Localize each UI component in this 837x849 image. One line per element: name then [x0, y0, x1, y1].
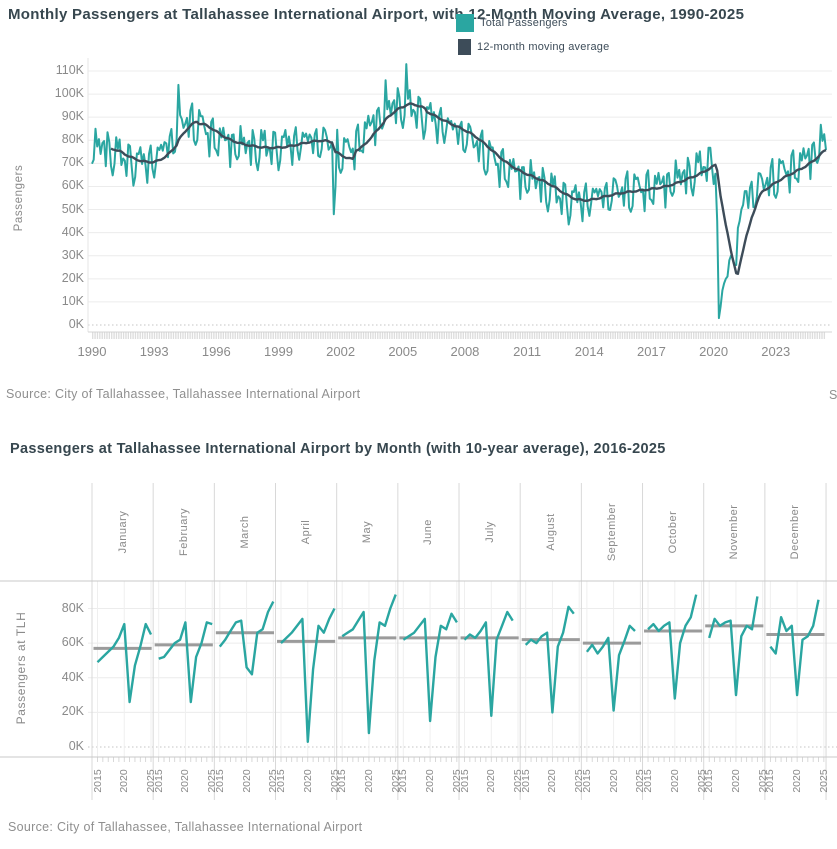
top-x-tick-label: 2002 [326, 344, 356, 359]
bottom-x-tick-label: 2015 [152, 769, 165, 793]
top-x-tick-label: 2023 [761, 344, 791, 359]
bottom-x-tick-label: 2020 [607, 769, 620, 793]
month-series-line [341, 594, 397, 735]
top-x-tick-label: 2005 [388, 344, 418, 359]
bottom-x-tick-label: 2020 [485, 769, 498, 793]
month-label: February [177, 507, 190, 557]
month-series-line [585, 624, 636, 712]
top-y-tick-label: 10K [61, 293, 84, 308]
month-label: August [544, 513, 557, 551]
bottom-chart-title: Passengers at Tallahassee International … [10, 441, 666, 457]
month-series-line [218, 601, 275, 676]
top-y-tick-label: 60K [61, 178, 84, 193]
month-label: July [483, 521, 496, 543]
month-series-line [402, 612, 458, 723]
legend-entry-average: 12-month moving average [456, 39, 609, 55]
bottom-y-axis-title: Passengers at TLH [14, 611, 28, 725]
month-series-line [280, 607, 336, 743]
legend-entry-total: Total Passengers [456, 14, 609, 32]
legend-label-total: Total Passengers [480, 17, 568, 29]
bottom-x-tick-label: 2020 [424, 769, 437, 793]
month-label: January [116, 510, 129, 554]
bottom-x-tick-label: 2015 [213, 769, 226, 793]
month-label: June [422, 519, 435, 545]
bottom-x-tick-label: 2020 [546, 769, 559, 793]
bottom-x-tick-label: 2020 [791, 769, 804, 793]
month-series-line [463, 610, 514, 717]
top-y-tick-label: 110K [55, 63, 84, 77]
bottom-x-tick-label: 2020 [668, 769, 681, 793]
bottom-x-tick-label: 2020 [240, 769, 253, 793]
moving-average-swatch [458, 39, 471, 55]
month-series-line [647, 594, 698, 700]
month-series-line [158, 621, 213, 704]
top-y-tick-label: 50K [61, 201, 84, 216]
bottom-x-tick-label: 2020 [118, 769, 131, 793]
month-series-line [769, 599, 820, 697]
top-y-tick-label: 0K [68, 317, 84, 331]
top-y-tick-label: 80K [61, 132, 84, 147]
month-label: May [361, 520, 374, 544]
bottom-y-tick-label: 60K [61, 635, 84, 650]
top-x-tick-label: 2017 [636, 344, 666, 359]
bottom-x-tick-label: 2015 [91, 769, 104, 793]
top-chart-title: Monthly Passengers at Tallahassee Intern… [8, 6, 745, 23]
month-label: December [789, 504, 802, 560]
month-label: March [238, 515, 251, 549]
bottom-x-tick-label: 2015 [397, 769, 410, 793]
top-y-tick-label: 40K [61, 224, 84, 239]
month-label: October [667, 510, 680, 554]
top-y-tick-label: 70K [61, 155, 84, 170]
top-chart-source: Source: City of Tallahassee, Tallahassee… [6, 387, 361, 401]
top-x-tick-label: 1990 [77, 344, 107, 359]
bottom-x-tick-label: 2015 [703, 769, 716, 793]
bottom-x-tick-label: 2020 [362, 769, 375, 793]
bottom-x-tick-label: 2025 [817, 769, 830, 793]
top-x-tick-label: 1999 [264, 344, 293, 359]
bottom-x-tick-label: 2020 [729, 769, 742, 793]
bottom-x-tick-label: 2015 [519, 769, 532, 793]
top-y-tick-label: 90K [61, 109, 84, 124]
top-x-tick-label: 2020 [699, 344, 729, 359]
bottom-y-tick-label: 20K [61, 704, 84, 719]
top-y-tick-label: 20K [61, 270, 84, 285]
top-y-tick-label: 30K [61, 247, 84, 262]
month-label: April [300, 519, 313, 545]
top-y-axis-title: Passengers [13, 164, 25, 232]
month-series-line [524, 605, 575, 714]
total-passengers-line [91, 63, 827, 320]
moving-average-line [110, 102, 827, 275]
bottom-x-tick-label: 2020 [179, 769, 192, 793]
legend-label-average: 12-month moving average [477, 41, 610, 53]
top-x-tick-label: 2008 [450, 344, 480, 359]
month-series-line [708, 596, 759, 697]
top-x-tick-label: 2011 [513, 344, 542, 359]
bottom-x-tick-label: 2020 [301, 769, 314, 793]
bottom-x-tick-label: 2015 [642, 769, 655, 793]
top-y-tick-label: 100K [54, 86, 84, 101]
top-x-tick-label: 1996 [201, 344, 231, 359]
bottom-chart-source: Source: City of Tallahassee, Tallahassee… [8, 820, 363, 834]
month-label: September [605, 502, 618, 562]
bottom-x-tick-label: 2015 [275, 769, 287, 793]
bottom-y-tick-label: 0K [68, 739, 84, 753]
bottom-x-tick-label: 2015 [458, 769, 471, 793]
top-chart-legend: Total Passengers 12-month moving average [456, 14, 609, 55]
bottom-y-tick-label: 80K [61, 600, 84, 615]
bottom-x-tick-label: 2015 [764, 769, 777, 793]
top-x-tick-label: 2014 [574, 344, 604, 359]
month-label: November [728, 504, 741, 560]
bottom-y-tick-label: 40K [61, 669, 84, 684]
month-series-line [96, 622, 153, 704]
bottom-x-tick-label: 2015 [580, 769, 593, 793]
top-x-tick-label: 1993 [139, 344, 169, 359]
clipped-source-text: S [829, 388, 837, 402]
total-passengers-swatch [456, 14, 474, 32]
bottom-x-tick-label: 2015 [336, 769, 349, 793]
